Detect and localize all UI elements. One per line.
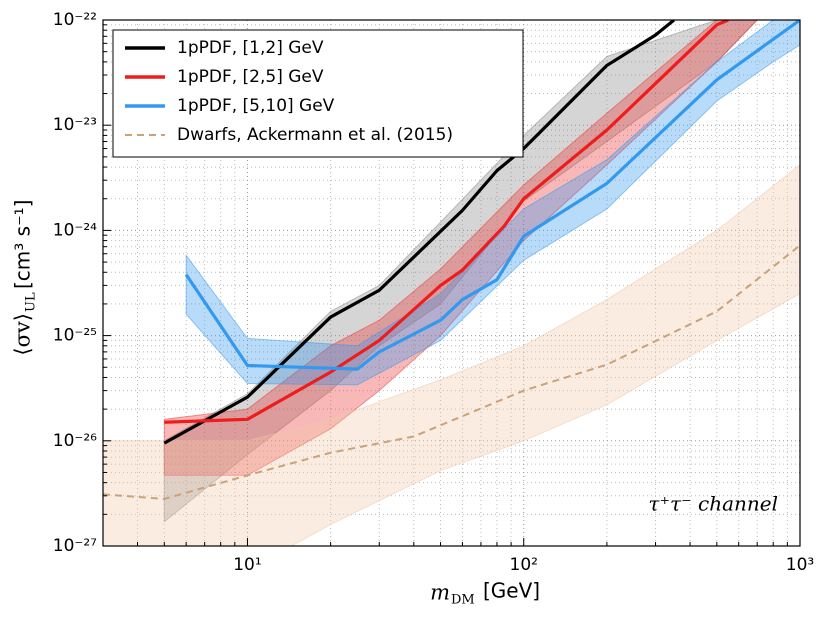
band (103, 164, 800, 546)
y-tick-label: 10⁻²⁶ (53, 431, 97, 451)
legend-label: Dwarfs, Ackermann et al. (2015) (177, 125, 453, 145)
axes: 10¹ 10² 10³ 10⁻²⁷ 10⁻²⁶ 10⁻²⁵ 10⁻²⁴ 10⁻²³ 10⁻²² (53, 10, 814, 575)
series-line (163, 20, 676, 445)
y-tick-label: 10⁻²⁷ (53, 536, 97, 556)
legend-label: 1pPDF, [1,2] GeV (177, 38, 324, 58)
annotation: τ⁺τ⁻ channel (648, 492, 778, 516)
series-line (103, 244, 800, 500)
y-tick-label: 10⁻²³ (53, 115, 97, 135)
y-axis-label: ⟨σv⟩ UL [cm³ s⁻¹] (11, 200, 39, 356)
series-line (184, 20, 800, 371)
x-tick-label: 10² (510, 555, 538, 575)
band (185, 20, 800, 386)
legend-label: 1pPDF, [5,10] GeV (177, 96, 335, 116)
x-tick-label: 10³ (786, 555, 814, 575)
band (163, 20, 758, 476)
y-tick-label: 10⁻²² (53, 10, 97, 30)
series-line (164, 20, 729, 424)
legend-box (112, 29, 524, 158)
x-label-symbol: m (430, 581, 450, 605)
plot-frame (102, 19, 801, 547)
grid (102, 19, 801, 547)
y-tick-label: 10⁻²⁴ (53, 220, 97, 240)
x-axis-label: m DM [GeV] (430, 579, 540, 608)
y-label-symbol: ⟨σv⟩ (11, 313, 35, 356)
y-label-unit: [cm³ s⁻¹] (11, 200, 35, 289)
legend-label: 1pPDF, [2,5] GeV (177, 67, 324, 87)
legend: 1pPDF, [1,2] GeV 1pPDF, [2,5] GeV 1pPDF, [… (112, 29, 524, 158)
y-label-subscript: UL (24, 292, 39, 312)
x-label-unit: [GeV] (483, 579, 540, 603)
y-tick-label: 10⁻²⁵ (53, 326, 97, 346)
x-tick-label: 10¹ (233, 555, 261, 575)
x-label-subscript: DM (451, 593, 475, 608)
plot-area (103, 20, 800, 546)
